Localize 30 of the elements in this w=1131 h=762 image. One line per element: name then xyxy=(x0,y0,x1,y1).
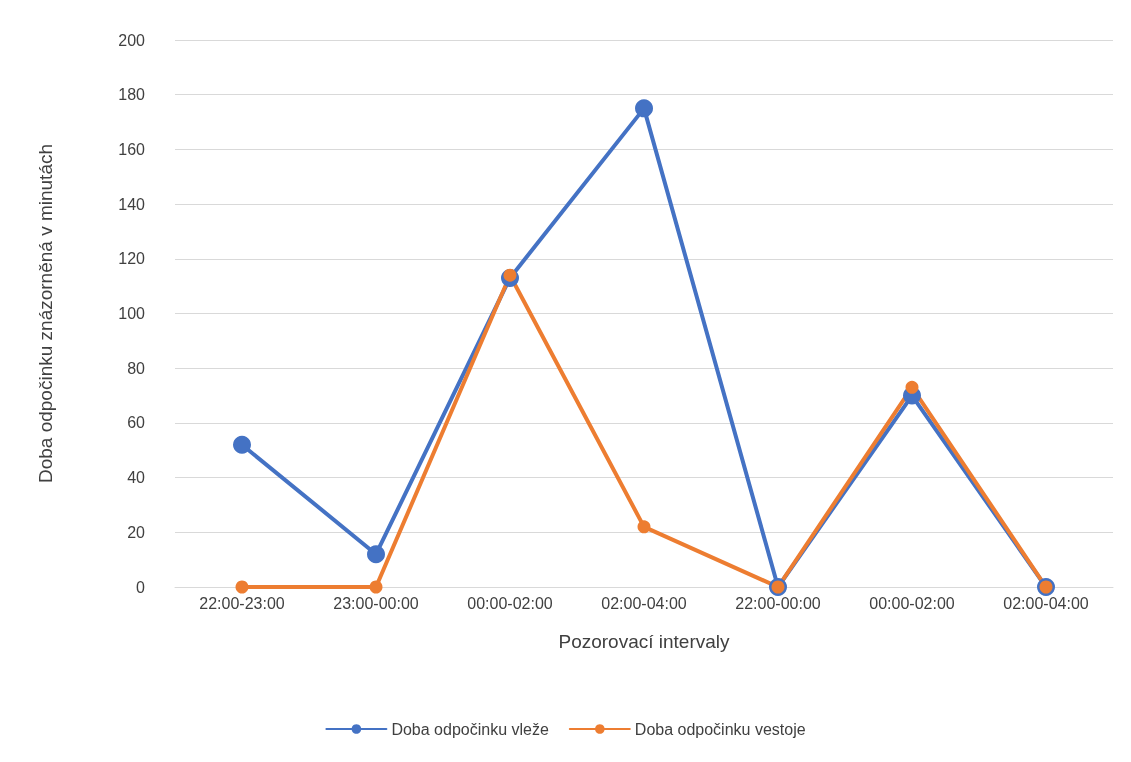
y-tick-label: 80 xyxy=(127,359,146,377)
x-axis-title: Pozorovací intervaly xyxy=(558,631,731,652)
x-tick-label: 22:00-00:00 xyxy=(735,594,821,612)
y-tick-label: 180 xyxy=(118,86,146,104)
point xyxy=(503,268,517,282)
y-tick-label: 200 xyxy=(118,31,146,49)
x-tick-label: 02:00-04:00 xyxy=(1003,594,1089,612)
y-tick-label: 60 xyxy=(127,414,146,432)
x-tick-label: 00:00-02:00 xyxy=(869,594,955,612)
y-tick-label: 120 xyxy=(118,250,146,268)
point xyxy=(235,580,249,594)
x-tick-label: 00:00-02:00 xyxy=(467,594,553,612)
point xyxy=(905,380,919,394)
x-tick-label: 23:00-00:00 xyxy=(333,594,419,612)
point xyxy=(637,520,651,534)
y-tick-label: 0 xyxy=(136,578,146,596)
x-tick-label: 22:00-23:00 xyxy=(199,594,285,612)
x-tick-label: 02:00-04:00 xyxy=(601,594,687,612)
point xyxy=(367,545,385,564)
point xyxy=(369,580,383,594)
y-tick-label: 40 xyxy=(127,469,146,487)
point xyxy=(233,435,251,454)
legend-label: Doba odpočinku vleže xyxy=(391,720,549,738)
y-tick-label: 100 xyxy=(118,305,146,322)
y-tick-label: 20 xyxy=(127,523,146,541)
y-tick-label: 140 xyxy=(118,195,146,213)
legend-label: Doba odpočinku vestoje xyxy=(634,720,806,738)
y-tick-label: 160 xyxy=(118,140,146,158)
point xyxy=(635,99,653,118)
y-axis-title: Doba odpočinku znázorněná v minutách xyxy=(35,143,56,484)
